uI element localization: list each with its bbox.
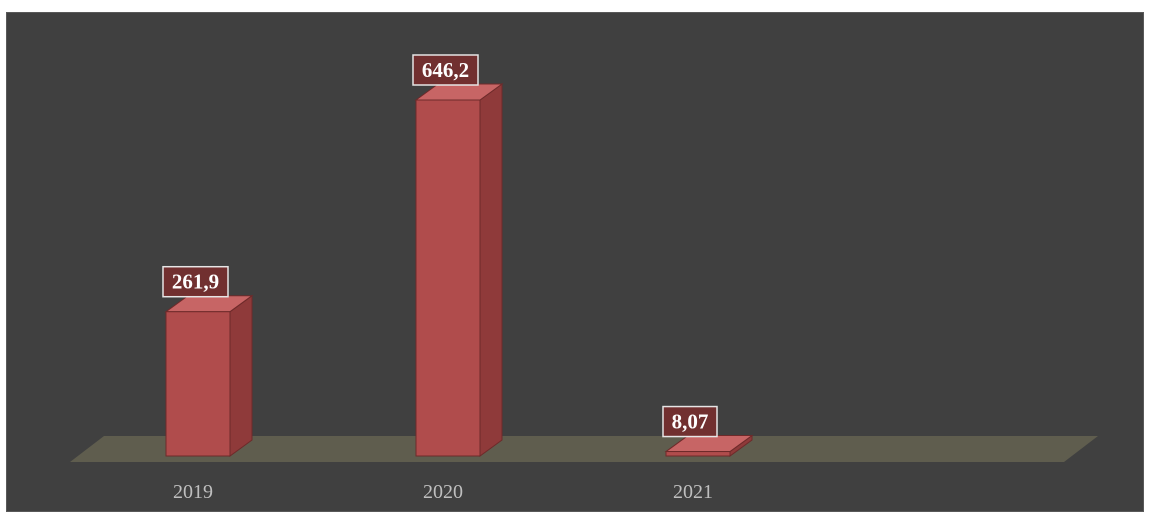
bars-group	[164, 83, 754, 457]
bar-side-2020	[479, 83, 503, 457]
bar-2021	[664, 434, 754, 457]
x-axis-ticks: 2019 2020 2021	[173, 481, 713, 503]
bar-front-2020	[415, 99, 481, 457]
x-tick-label: 2020	[423, 481, 463, 503]
data-label-2020: 646,2	[412, 54, 479, 86]
bar-2020	[414, 83, 504, 457]
data-label-text: 646,2	[422, 58, 469, 82]
data-label-box	[162, 265, 229, 298]
bar-front-2021	[665, 451, 731, 457]
bar-side-2019	[229, 294, 253, 457]
x-tick-label: 2021	[673, 481, 713, 503]
data-label-box	[412, 54, 479, 86]
data-label-box	[662, 405, 718, 438]
data-label-2019: 261,9	[162, 265, 229, 298]
data-label-text: 261,9	[172, 270, 219, 294]
chart-floor	[70, 436, 1098, 462]
data-label-2021: 8,07	[662, 405, 718, 438]
data-label-text: 8,07	[672, 410, 709, 434]
x-tick-label: 2019	[173, 481, 213, 503]
bar-front-2019	[165, 311, 231, 457]
data-labels-group: 261,9 646,2 8,07	[162, 54, 718, 438]
bar-2019	[164, 294, 254, 457]
